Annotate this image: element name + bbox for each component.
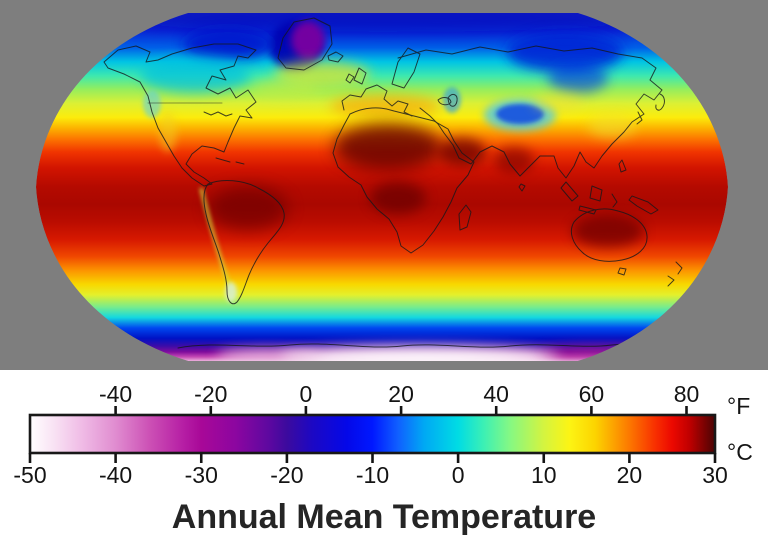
canada-cool-patch: [140, 57, 250, 93]
tibet-cold-core: [496, 104, 544, 124]
arabia-hot: [438, 138, 486, 166]
new-guinea-outline: [628, 195, 659, 215]
sumatra-outline: [560, 181, 579, 202]
continent-outline-africa: [332, 107, 475, 254]
congo-hot: [370, 182, 426, 214]
continent-outline-north-america: [103, 43, 257, 187]
map-globe: [36, 13, 728, 361]
continent-outline-greenland: [277, 17, 333, 71]
coastlines: [103, 17, 683, 349]
celsius-ticks: [28, 453, 717, 463]
sri-lanka-outline: [518, 183, 526, 192]
world-temperature-map: [0, 0, 768, 370]
sulawesi-outline: [611, 193, 618, 208]
mexico-highlands-cool: [159, 112, 177, 152]
ireland-outline: [345, 73, 355, 84]
tasmania-outline: [617, 267, 627, 276]
black-sea-outline: [437, 97, 452, 106]
great-lakes: [203, 111, 233, 117]
continent-outline-asia: [397, 45, 663, 179]
greenland-cold-purple: [291, 21, 325, 59]
antarctica-coastline: [177, 343, 643, 349]
continent-outline-south-america: [203, 180, 285, 305]
c-tick-label: 10: [531, 462, 557, 488]
c-tick-label: 30: [702, 462, 728, 488]
f-tick-label: -40: [99, 381, 132, 407]
celsius-unit-label: °C: [727, 439, 753, 465]
caspian-sea-outline: [447, 93, 458, 107]
rockies-cool: [143, 90, 161, 118]
f-tick-label: -20: [194, 381, 227, 407]
antarctica-pink-west: [216, 349, 320, 361]
figure-title: Annual Mean Temperature: [172, 498, 596, 536]
temperature-colorbar-legend: -40 -20 0 20 40 60 80: [0, 370, 768, 545]
britain-outline: [353, 67, 367, 85]
caspian-cool: [443, 87, 461, 113]
caribbean-islands: [215, 157, 245, 165]
c-tick-label: 0: [452, 462, 465, 488]
siberia-cold-south: [548, 63, 608, 93]
australia-hot: [572, 215, 644, 247]
sahara-hot: [334, 124, 442, 170]
gobi-cool-yellow: [533, 93, 583, 111]
madagascar-outline: [458, 204, 472, 231]
colorbar-gradient-bar: [28, 413, 717, 455]
antarctica-white-core: [280, 346, 560, 361]
fahrenheit-unit-label: °F: [727, 393, 750, 419]
f-tick-label: 80: [674, 381, 700, 407]
java-outline: [578, 205, 597, 215]
f-tick-label: 20: [388, 381, 414, 407]
fahrenheit-tick-labels: -40 -20 0 20 40 60 80: [99, 381, 699, 407]
f-tick-label: 60: [579, 381, 605, 407]
c-tick-label: -50: [13, 462, 46, 488]
amazon-hot: [208, 186, 288, 230]
c-tick-label: -20: [270, 462, 303, 488]
philippines-outline: [618, 159, 627, 173]
japan-outline: [655, 93, 665, 111]
mediterranean-warm: [330, 95, 440, 117]
c-tick-label: -40: [99, 462, 132, 488]
europe-coast: [341, 84, 413, 117]
c-tick-label: 20: [617, 462, 643, 488]
c-tick-label: -10: [356, 462, 389, 488]
korea-outline: [636, 111, 643, 125]
siberia-cold: [507, 32, 623, 72]
india-hot: [494, 147, 534, 173]
c-tick-label: -30: [185, 462, 218, 488]
borneo-outline: [589, 185, 603, 202]
iceland-outline: [327, 51, 344, 63]
arctic-cold-band: [113, 13, 653, 32]
scandinavia-outline: [391, 47, 421, 89]
continent-outline-australia: [570, 208, 648, 262]
new-zealand-outline: [667, 261, 683, 287]
f-tick-label: 0: [300, 381, 313, 407]
celsius-tick-labels: -50 -40 -30 -20 -10 0 10 20 30: [13, 462, 727, 488]
north-atlantic-warm-2: [254, 78, 318, 98]
f-tick-label: 40: [483, 381, 509, 407]
